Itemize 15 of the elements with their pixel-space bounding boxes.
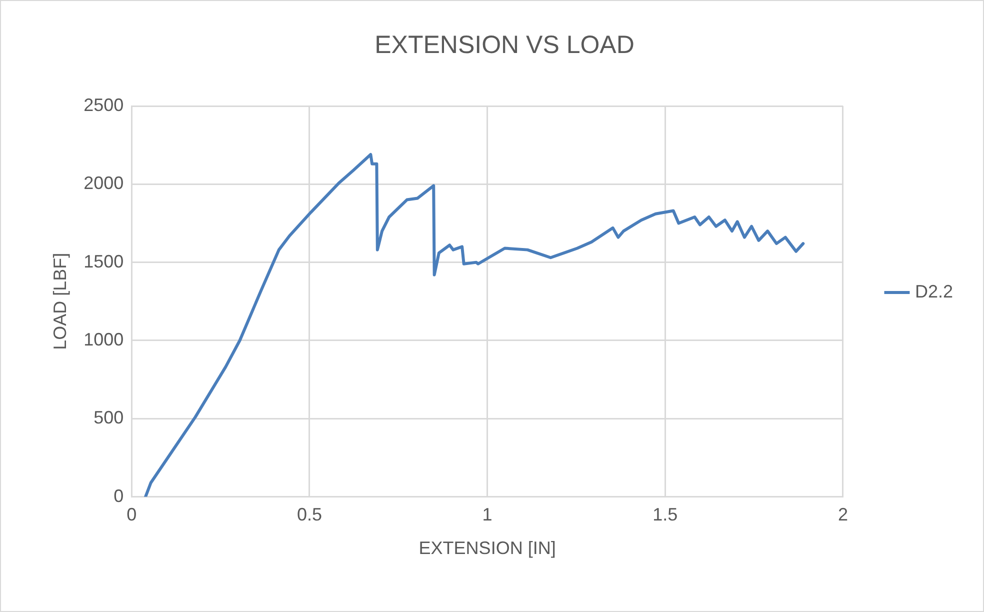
chart-title: EXTENSION VS LOAD: [374, 30, 634, 59]
x-tick-label: 1.5: [652, 504, 678, 525]
y-tick-label: 500: [94, 408, 124, 428]
y-axis-title: LOAD [LBF]: [50, 252, 70, 350]
x-tick-label: 0: [126, 504, 137, 525]
y-tick-label: 1500: [84, 251, 124, 272]
y-tick-label: 1000: [84, 329, 124, 350]
legend-label: D2.2: [914, 281, 954, 302]
x-tick-label: 1: [482, 504, 492, 525]
x-tick-label: 2: [838, 504, 848, 525]
x-tick-label: 0.5: [296, 504, 322, 525]
y-tick-label: 0: [114, 486, 124, 506]
y-tick-label: 2000: [84, 173, 124, 194]
x-axis-title: EXTENSION [IN]: [418, 538, 556, 558]
y-tick-label: 2500: [84, 94, 124, 115]
